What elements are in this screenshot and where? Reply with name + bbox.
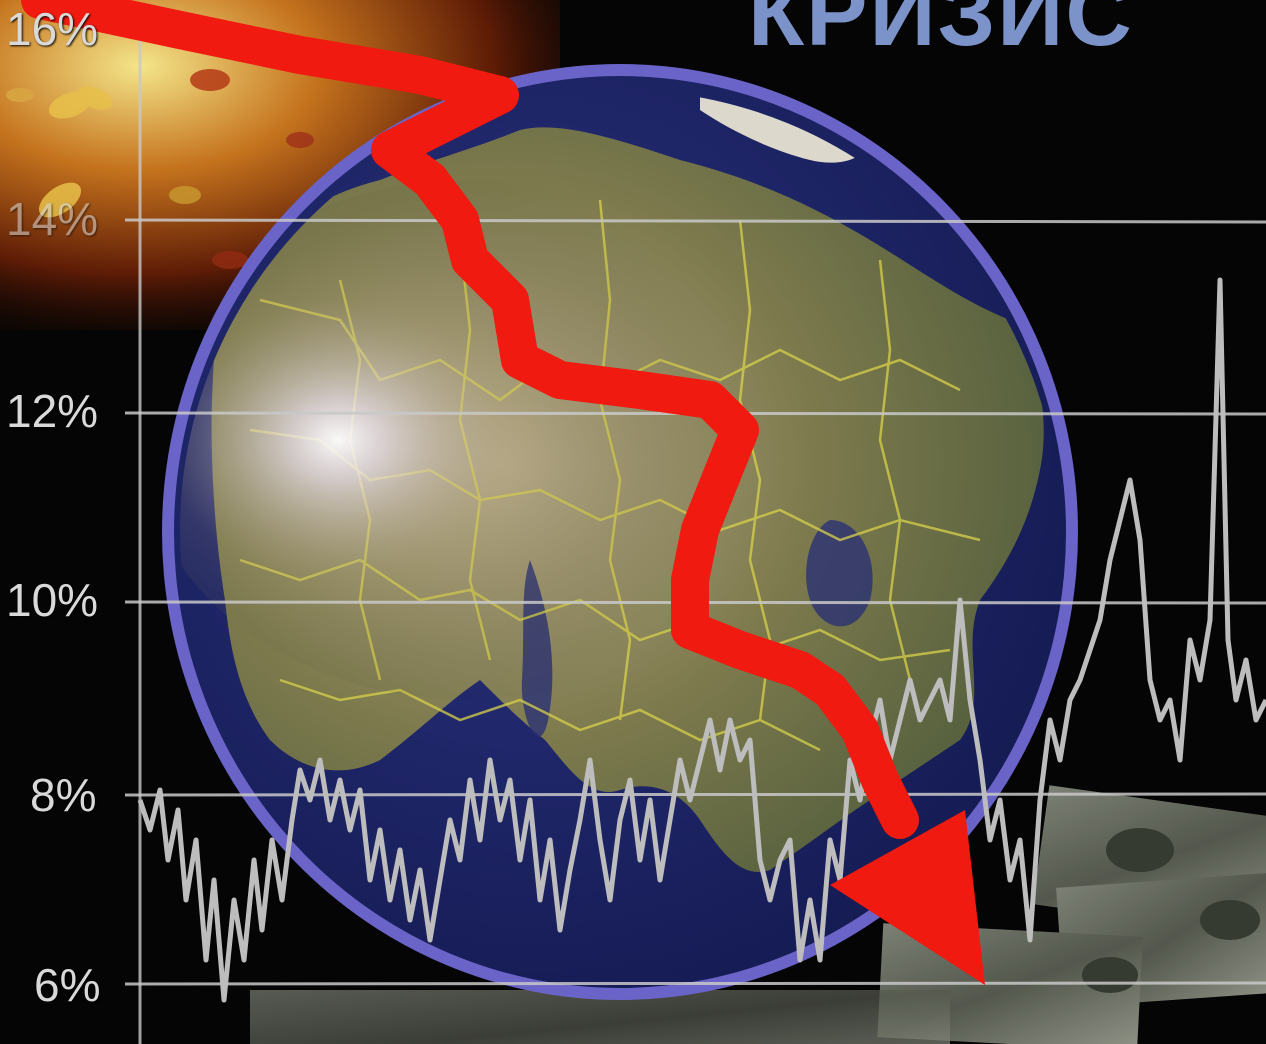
- butterflies: [6, 69, 314, 269]
- y-tick-label-10: 10%: [6, 574, 99, 626]
- grid-lines: [124, 218, 1266, 986]
- y-tick-label-16: 16%: [6, 3, 99, 55]
- y-tick-label-12: 12%: [6, 385, 99, 437]
- noise-series: [137, 277, 1266, 1003]
- y-tick-label-6: 6%: [34, 959, 101, 1011]
- page-title: КРИЗИС: [748, 0, 1134, 67]
- y-tick-label-8: 8%: [30, 769, 97, 821]
- title-text: КРИЗИС: [748, 0, 1134, 65]
- falling-arrow: [21, 0, 985, 985]
- y-tick-label-14: 14%: [6, 193, 99, 245]
